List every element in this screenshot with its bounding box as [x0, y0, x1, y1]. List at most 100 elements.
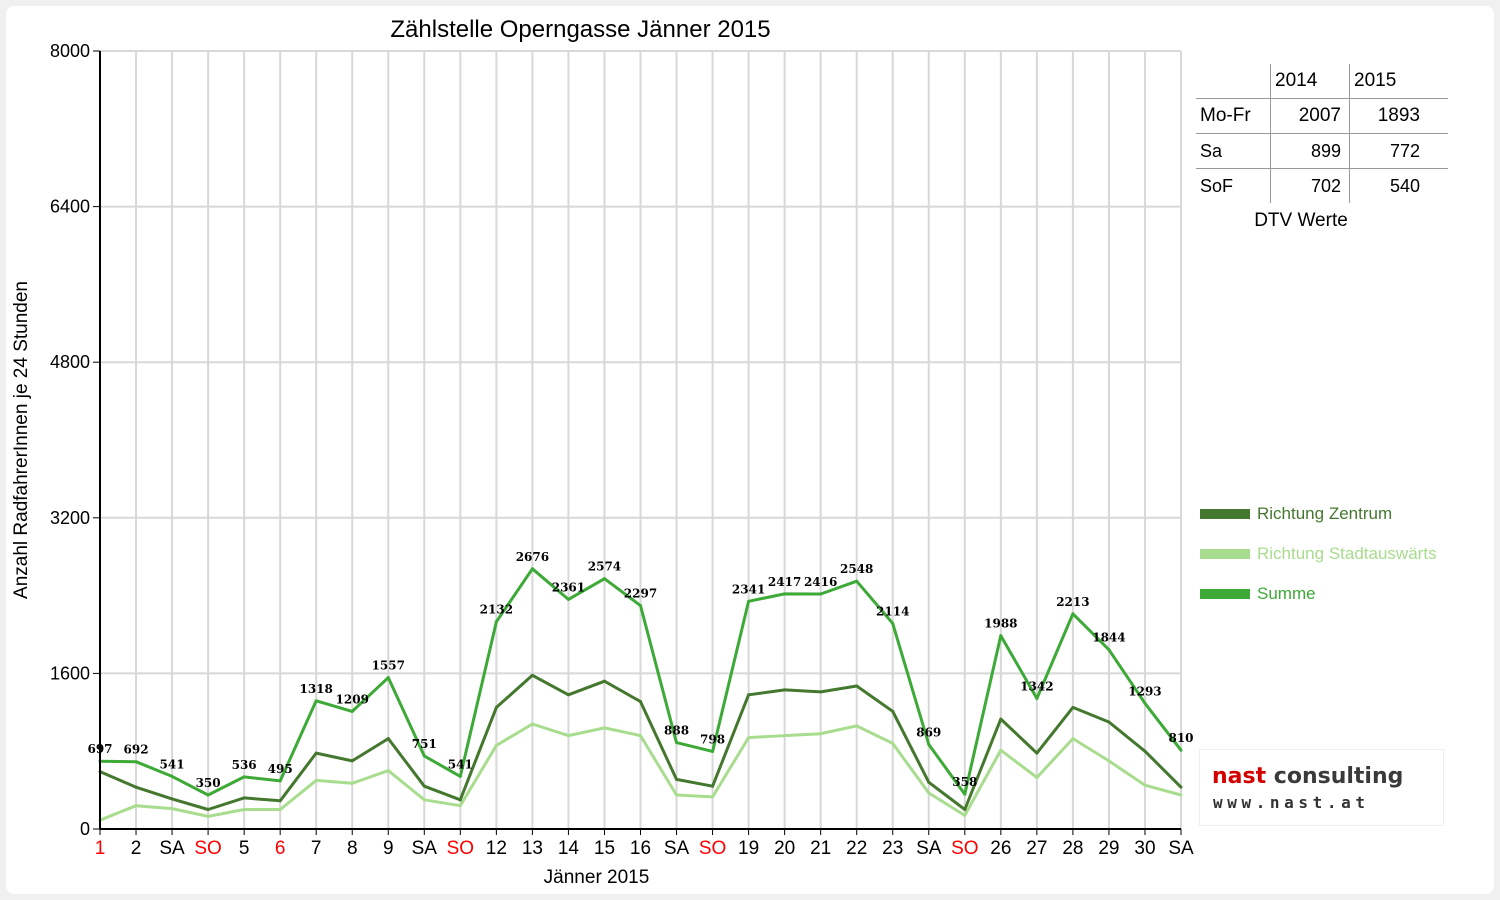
data-point — [855, 579, 859, 583]
data-label: 2114 — [876, 604, 909, 618]
data-label: 495 — [268, 762, 293, 776]
x-tick-label: 23 — [882, 838, 903, 859]
data-label: 2574 — [588, 560, 621, 574]
data-point — [855, 724, 859, 728]
data-point — [783, 592, 787, 596]
dtv-cell: 702 — [1270, 168, 1350, 203]
x-tick-label: SO — [447, 838, 474, 859]
data-point — [783, 734, 787, 738]
data-point — [602, 726, 606, 730]
data-label: 692 — [124, 743, 149, 757]
data-point — [242, 775, 246, 779]
data-point — [422, 784, 426, 788]
data-point — [711, 795, 715, 799]
x-tick-label: 15 — [594, 838, 615, 859]
data-point — [891, 741, 895, 745]
data-label: 2132 — [480, 603, 513, 617]
data-point — [170, 797, 174, 801]
data-point — [747, 693, 751, 697]
data-point — [566, 597, 570, 601]
x-tick-label: 12 — [486, 838, 507, 859]
x-tick-label: 26 — [990, 838, 1011, 859]
data-label: 536 — [232, 758, 257, 772]
logo-url: www.nast.at — [1213, 793, 1370, 812]
data-point — [422, 798, 426, 802]
data-label: 2416 — [804, 575, 837, 589]
data-point — [350, 781, 354, 785]
x-tick-label: SA — [412, 838, 438, 859]
data-label: 1342 — [1020, 679, 1053, 693]
x-tick-label: 21 — [810, 838, 831, 859]
x-tick-label: 16 — [630, 838, 651, 859]
data-point — [566, 693, 570, 697]
data-label: 2548 — [840, 562, 873, 576]
data-point — [458, 774, 462, 778]
data-point — [530, 673, 534, 677]
data-label: 358 — [952, 775, 977, 789]
x-tick-label: 22 — [846, 838, 867, 859]
data-label: 1293 — [1128, 684, 1161, 698]
x-tick-label: SA — [159, 838, 185, 859]
data-point — [639, 604, 642, 608]
data-point — [350, 709, 354, 713]
dtv-header-cell: 2015 — [1349, 64, 1448, 99]
data-point — [783, 688, 787, 692]
data-point — [602, 577, 606, 581]
x-tick-label: 29 — [1098, 838, 1119, 859]
data-point — [1107, 759, 1111, 763]
data-label: 541 — [160, 757, 185, 771]
data-point — [1035, 775, 1039, 779]
data-label: 1557 — [372, 659, 405, 673]
dtv-cell: Mo-Fr — [1196, 98, 1271, 134]
x-tick-label: 2 — [131, 838, 142, 859]
x-tick-label: 7 — [311, 838, 322, 859]
data-point — [278, 799, 282, 803]
y-tick-label: 0 — [80, 819, 90, 839]
data-point — [891, 709, 895, 713]
data-point — [494, 705, 498, 709]
data-point — [855, 684, 859, 688]
data-label: 350 — [196, 776, 221, 790]
data-point — [206, 808, 210, 812]
logo-wordmark: nast consulting — [1212, 764, 1403, 789]
data-point — [278, 808, 282, 812]
data-point — [1071, 612, 1075, 616]
x-tick-label: 8 — [347, 838, 358, 859]
y-tick-label: 4800 — [50, 352, 90, 372]
data-label: 888 — [664, 724, 689, 738]
data-point — [170, 774, 174, 778]
data-label: 1988 — [984, 617, 1017, 631]
data-point — [494, 620, 498, 624]
data-point — [1035, 751, 1039, 755]
x-tick-label: 28 — [1062, 838, 1083, 859]
y-tick-label: 6400 — [50, 197, 90, 217]
data-label: 810 — [1168, 731, 1193, 745]
data-point — [134, 804, 138, 808]
x-tick-label: SA — [1168, 838, 1194, 859]
dtv-header-cell — [1196, 64, 1271, 99]
data-point — [927, 780, 931, 784]
data-point — [675, 741, 679, 745]
data-point — [999, 634, 1003, 638]
legend-label: Richtung Zentrum — [1257, 504, 1393, 523]
data-point — [314, 751, 318, 755]
data-point — [1143, 783, 1147, 787]
y-axis-label: Anzahl RadfahrerInnen je 24 Stunden — [11, 281, 32, 599]
legend-item-summe: Summe — [1200, 574, 1437, 614]
data-point — [639, 700, 642, 704]
data-point — [206, 793, 210, 797]
data-label: 869 — [916, 725, 941, 739]
data-point — [1143, 701, 1147, 705]
data-point — [566, 734, 570, 738]
y-tick-label: 3200 — [50, 508, 90, 528]
data-point — [602, 679, 606, 683]
logo-word-consulting: consulting — [1266, 764, 1404, 789]
dtv-cell: 2007 — [1270, 98, 1350, 134]
y-tick-label: 8000 — [50, 41, 90, 61]
data-point — [386, 769, 390, 773]
x-tick-label: 9 — [383, 838, 394, 859]
data-point — [999, 748, 1003, 752]
data-point — [1035, 696, 1039, 700]
data-point — [242, 796, 246, 800]
legend-swatch — [1200, 589, 1250, 599]
